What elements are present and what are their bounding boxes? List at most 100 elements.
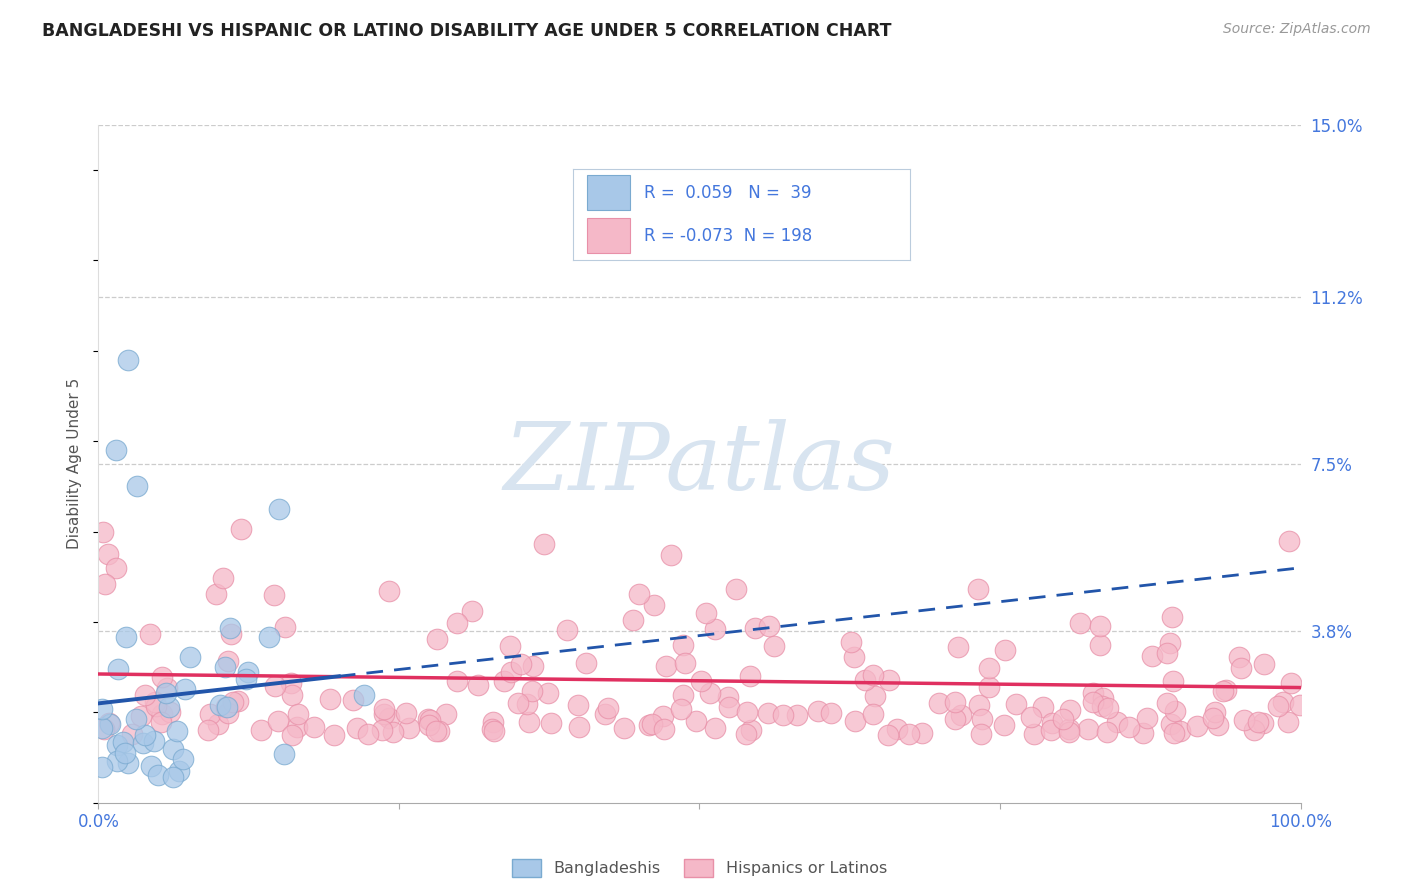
- Point: [1022, 727, 1045, 741]
- Point: [1090, 698, 1112, 713]
- Point: [174, 682, 197, 697]
- Point: [215, 699, 238, 714]
- Point: [1160, 610, 1182, 624]
- Point: [212, 571, 235, 585]
- Point: [1277, 533, 1299, 548]
- Point: [481, 714, 503, 729]
- Point: [398, 722, 420, 736]
- Point: [97, 547, 120, 561]
- Point: [1243, 723, 1265, 738]
- Point: [1159, 636, 1181, 650]
- Point: [540, 716, 562, 731]
- Point: [1251, 715, 1274, 730]
- Point: [217, 654, 239, 668]
- Point: [159, 706, 181, 720]
- Text: Source: ZipAtlas.com: Source: ZipAtlas.com: [1223, 22, 1371, 37]
- Point: [287, 707, 309, 722]
- Point: [162, 742, 184, 756]
- Point: [1118, 720, 1140, 734]
- Point: [943, 695, 966, 709]
- Point: [150, 707, 173, 722]
- Point: [229, 522, 252, 536]
- Point: [281, 728, 304, 742]
- Point: [1215, 683, 1237, 698]
- Point: [596, 701, 619, 715]
- Point: [114, 630, 136, 644]
- Point: [281, 689, 304, 703]
- Point: [876, 728, 898, 742]
- Point: [156, 681, 179, 695]
- Point: [689, 673, 711, 688]
- Point: [758, 706, 780, 720]
- Point: [669, 702, 692, 716]
- Point: [280, 675, 302, 690]
- Point: [672, 638, 695, 652]
- Point: [567, 698, 589, 712]
- Point: [762, 639, 785, 653]
- Point: [98, 716, 121, 731]
- Point: [155, 686, 177, 700]
- Point: [125, 712, 148, 726]
- Point: [844, 649, 866, 664]
- Point: [342, 693, 364, 707]
- Point: [1227, 650, 1250, 665]
- Point: [671, 689, 693, 703]
- Point: [717, 699, 740, 714]
- Point: [807, 704, 830, 718]
- Point: [263, 588, 285, 602]
- Point: [517, 714, 540, 729]
- Point: [950, 708, 973, 723]
- Point: [673, 656, 696, 670]
- Point: [1088, 638, 1111, 652]
- Point: [492, 673, 515, 688]
- Point: [1277, 715, 1299, 730]
- Point: [1206, 717, 1229, 731]
- Point: [735, 727, 758, 741]
- Point: [143, 695, 166, 709]
- Point: [695, 606, 717, 620]
- Point: [499, 665, 522, 680]
- Point: [264, 680, 287, 694]
- Point: [460, 604, 482, 618]
- Point: [508, 696, 530, 710]
- Point: [139, 759, 162, 773]
- Point: [946, 640, 969, 655]
- Point: [654, 659, 676, 673]
- Point: [1019, 710, 1042, 724]
- Point: [1204, 705, 1226, 719]
- Point: [911, 725, 934, 739]
- Point: [98, 716, 121, 731]
- Point: [758, 619, 780, 633]
- Point: [994, 642, 1017, 657]
- Point: [966, 582, 988, 596]
- Point: [222, 695, 245, 709]
- Point: [209, 698, 232, 712]
- Point: [207, 716, 229, 731]
- Point: [105, 443, 128, 458]
- Point: [1040, 723, 1063, 737]
- Point: [434, 706, 457, 721]
- Point: [1185, 719, 1208, 733]
- Point: [142, 734, 165, 748]
- Point: [427, 724, 450, 739]
- Point: [302, 720, 325, 734]
- Point: [613, 721, 636, 735]
- Point: [235, 672, 257, 686]
- Point: [1088, 619, 1111, 633]
- Point: [977, 661, 1000, 675]
- Point: [357, 727, 380, 741]
- Point: [1156, 646, 1178, 660]
- Point: [107, 662, 129, 676]
- Point: [373, 702, 395, 716]
- Point: [1105, 715, 1128, 730]
- Point: [93, 722, 115, 736]
- Point: [205, 587, 228, 601]
- Point: [621, 613, 644, 627]
- Point: [1040, 716, 1063, 731]
- Point: [522, 658, 544, 673]
- Point: [568, 720, 591, 734]
- Point: [786, 708, 808, 723]
- Point: [91, 721, 114, 735]
- Point: [198, 707, 221, 722]
- Point: [865, 690, 887, 704]
